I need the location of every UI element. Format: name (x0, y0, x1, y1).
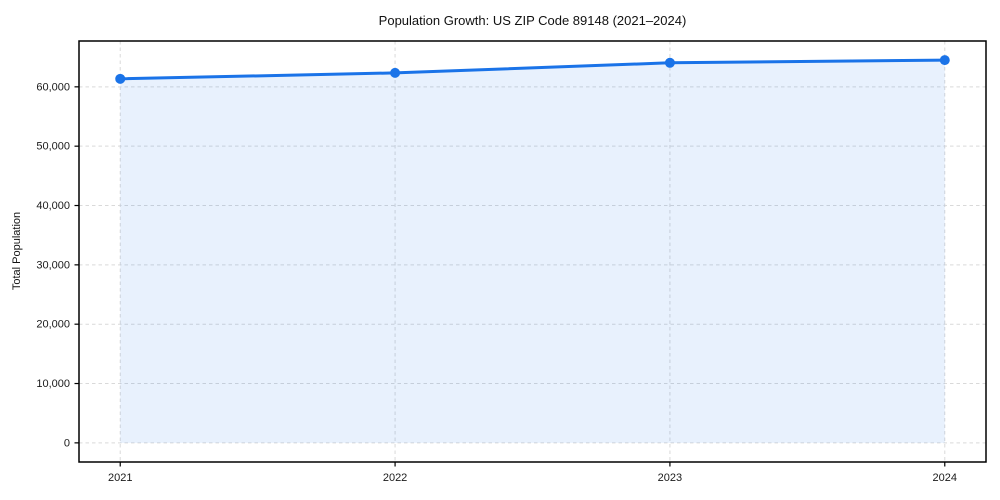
data-point (939, 55, 950, 66)
data-point (115, 73, 126, 84)
data-point (664, 57, 675, 68)
x-tick-label: 2024 (933, 472, 957, 484)
data-line (118, 58, 947, 81)
y-tick-label: 10,000 (36, 378, 70, 390)
y-tick-label: 60,000 (36, 81, 70, 93)
x-tick-label: 2022 (383, 472, 407, 484)
y-tick-label: 40,000 (36, 200, 70, 212)
x-tick-label: 2021 (108, 472, 132, 484)
y-tick-label: 0 (64, 437, 70, 449)
data-point (390, 67, 401, 78)
chart-title: Population Growth: US ZIP Code 89148 (20… (378, 13, 687, 28)
area-fill (120, 60, 945, 443)
y-tick-label: 20,000 (36, 319, 70, 331)
y-tick-label: 30,000 (36, 259, 70, 271)
plot-background (79, 41, 986, 462)
x-tick-label: 2023 (658, 472, 682, 484)
plot-border (78, 40, 987, 463)
y-tick-label: 50,000 (36, 141, 70, 153)
